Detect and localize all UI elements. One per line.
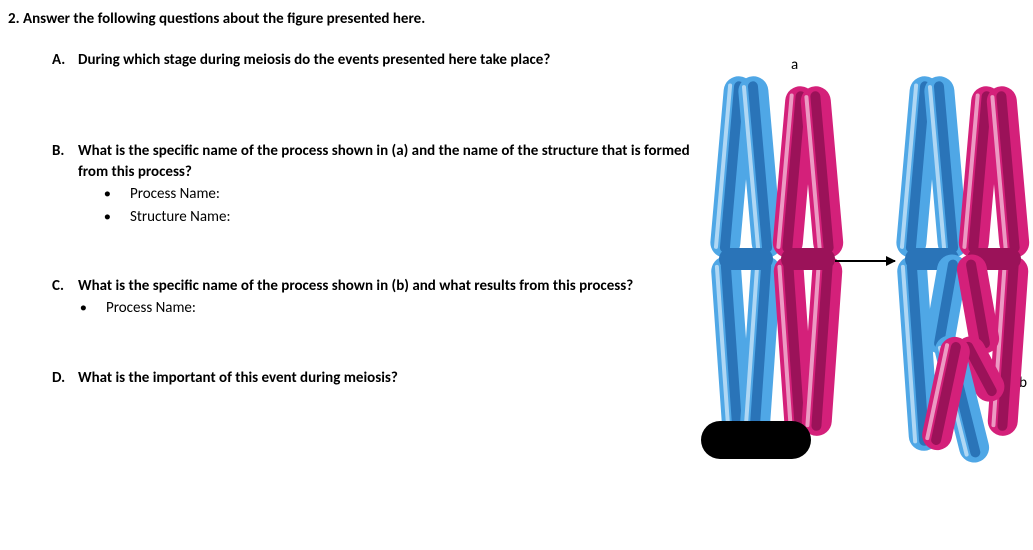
part-D-letter: D. xyxy=(52,368,78,389)
redaction-blob xyxy=(701,421,811,459)
part-A-item: A. During which stage during meiosis do … xyxy=(52,50,692,71)
worksheet-page: 2. Answer the following questions about … xyxy=(0,0,1033,550)
bullet-dot-icon: ● xyxy=(104,183,130,203)
question-title-text: Answer the following questions about the… xyxy=(23,10,425,28)
question-title: 2. Answer the following questions about … xyxy=(0,10,1033,28)
homologous-pair-left xyxy=(693,76,833,476)
part-B-bullet-2-label: Structure Name: xyxy=(130,206,231,229)
pink-chromatid xyxy=(800,85,845,259)
part-D-item: D. What is the important of this event d… xyxy=(52,368,692,389)
bullet-dot-icon: ● xyxy=(80,297,106,317)
part-B-bullet-1-label: Process Name: xyxy=(130,183,220,206)
centromere-blue xyxy=(719,248,773,270)
chromosome-figure: a b xyxy=(673,56,1033,476)
part-B-letter: B. xyxy=(52,141,78,183)
part-B-item: B. What is the specific name of the proc… xyxy=(52,141,692,183)
bullet-dot-icon: ● xyxy=(104,206,130,226)
centromere-pink xyxy=(781,248,835,270)
arrow-icon xyxy=(835,260,895,262)
question-number: 2. xyxy=(8,10,20,28)
pink-chromatid xyxy=(801,255,843,437)
part-C-letter: C. xyxy=(52,276,78,297)
part-A-text: During which stage during meiosis do the… xyxy=(78,50,550,71)
homologous-pair-right xyxy=(903,76,1033,476)
figure-label-a: a xyxy=(791,56,798,74)
part-C-item: C. What is the specific name of the proc… xyxy=(52,276,692,297)
part-C-bullet-1-label: Process Name: xyxy=(106,297,196,320)
pink-chromatid xyxy=(986,85,1031,259)
part-C-text: What is the specific name of the process… xyxy=(78,276,633,297)
part-A-letter: A. xyxy=(52,50,78,71)
part-D-text: What is the important of this event duri… xyxy=(78,368,398,389)
part-B-text: What is the specific name of the process… xyxy=(78,141,692,183)
